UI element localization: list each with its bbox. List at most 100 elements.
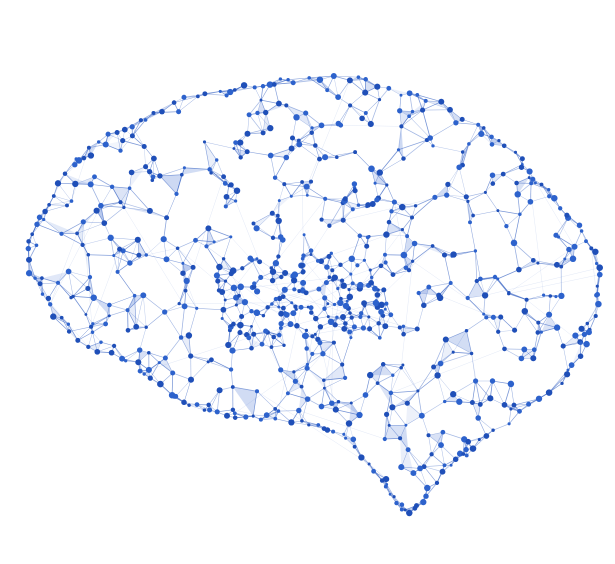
network-facet [272,196,292,214]
network-node [309,310,314,315]
network-edge [378,323,381,338]
network-edge [513,398,540,406]
network-node [238,155,243,160]
network-edge [48,282,59,299]
network-edge [119,239,138,250]
network-node [442,336,449,343]
network-edge [284,183,307,187]
network-edge [287,353,324,394]
network-node [400,228,404,232]
network-edge [148,352,166,359]
network-edge [518,262,539,270]
network-edge [230,369,234,388]
network-node [482,312,486,316]
network-node [407,114,411,119]
network-edge [340,264,351,275]
network-edge [390,392,408,404]
network-edge [208,389,220,406]
network-facet [403,255,413,268]
network-node [276,254,281,259]
network-facet [444,394,460,402]
network-edge [305,112,322,126]
network-node [513,150,518,154]
network-edge [234,87,255,91]
network-node [424,484,431,492]
network-node [142,372,146,376]
network-node [456,398,463,405]
network-node [251,414,255,418]
network-node [324,264,330,270]
network-facet [225,196,236,207]
network-edge [401,261,413,368]
network-node [348,255,356,263]
network-edge [280,369,296,382]
network-node [223,193,230,200]
network-node [54,180,62,187]
network-facet [492,174,504,184]
network-node [181,399,187,406]
network-node [117,246,123,252]
network-node [276,332,282,338]
network-node [66,322,71,326]
network-edge [159,174,182,177]
network-node [483,433,490,439]
network-node [37,281,43,287]
network-edge [188,335,192,357]
network-node [441,252,448,258]
network-node [232,415,238,420]
network-node [340,217,346,223]
network-node [225,341,232,349]
network-edge [43,219,62,234]
network-node [278,326,283,330]
network-node [224,412,230,419]
network-edge [293,225,330,281]
network-node [118,148,123,153]
network-edge [288,77,310,80]
network-node [287,321,294,328]
network-node [229,324,233,328]
network-edge [208,228,231,238]
network-node [164,215,170,221]
network-edge [195,239,215,243]
network-edge [407,449,421,469]
network-node [367,120,374,128]
network-edge [390,390,418,394]
network-edge [416,94,423,111]
network-node [218,89,222,93]
network-node [214,158,219,162]
network-edge [290,181,303,197]
network-node [55,280,61,285]
network-edge [146,248,178,256]
network-facet [280,79,294,83]
network-node [330,268,335,273]
network-node [363,304,367,308]
network-node [111,343,117,349]
network-edge [153,111,179,114]
network-node [276,295,283,302]
network-node [51,194,56,198]
network-node [101,220,108,226]
network-node [420,498,427,506]
network-node [317,340,323,346]
network-facet [159,358,173,373]
network-facet [179,303,197,309]
network-facet [324,297,328,309]
network-node [593,313,598,319]
network-edge [324,387,339,402]
network-node [190,264,196,270]
network-edge [368,463,387,480]
network-edge [82,237,111,246]
network-node [331,274,338,281]
network-node [416,290,421,296]
network-node [377,97,382,102]
network-edge [253,213,273,224]
network-node [80,242,85,248]
network-edge [287,392,308,400]
network-node [464,453,469,458]
network-node [251,331,257,337]
network-node [383,260,388,265]
network-edge [437,375,454,395]
network-facet [473,436,487,449]
network-node [263,412,270,418]
network-node [207,167,212,172]
